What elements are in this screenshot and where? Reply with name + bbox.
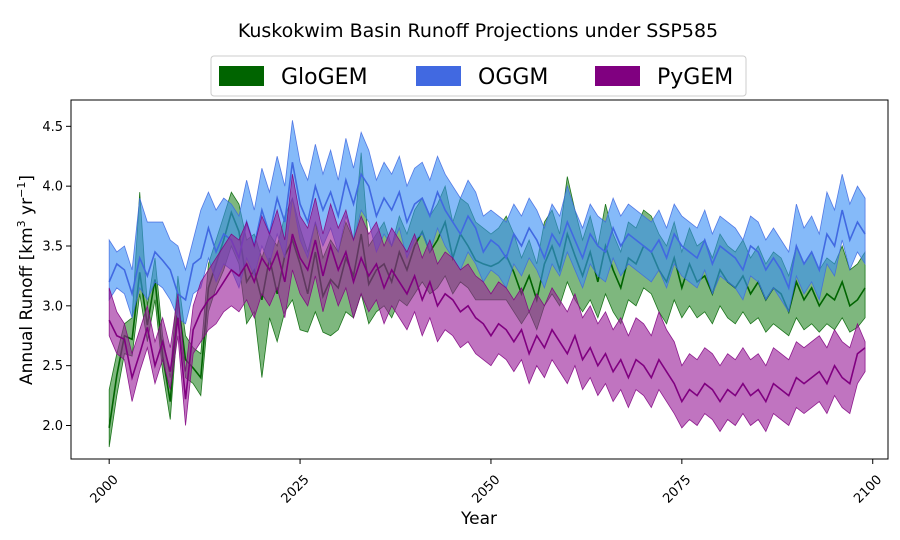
x-tick-label: 2025	[279, 473, 313, 507]
y-tick-label: 2.5	[42, 359, 63, 374]
y-tick-label: 2.0	[42, 419, 63, 434]
legend-label-oggm: OGGM	[478, 65, 548, 90]
y-tick-label: 3.0	[42, 299, 63, 314]
x-tick-label: 2050	[469, 473, 503, 507]
legend-label-pygem: PyGEM	[657, 65, 733, 90]
legend: GloGEM OGGM PyGEM	[210, 55, 747, 97]
pygem-range-band	[108, 174, 866, 433]
legend-swatch-pygem	[595, 66, 640, 86]
y-tick-label: 3.5	[42, 239, 63, 254]
x-tick-label: 2000	[88, 473, 122, 507]
y-tick-label: 4.5	[42, 120, 63, 135]
legend-label-glogem: GloGEM	[281, 65, 368, 90]
x-axis-label: Year	[460, 509, 497, 529]
y-axis-label: Annual Runoff [km3 yr−1]	[15, 175, 37, 385]
x-tick-label: 2100	[851, 473, 885, 507]
chart-title: Kuskokwim Basin Runoff Projections under…	[238, 20, 718, 42]
plot-frame	[70, 99, 889, 460]
y-tick-label: 4.0	[42, 180, 63, 195]
x-tick-label: 2075	[660, 473, 694, 507]
legend-swatch-glogem	[219, 66, 264, 86]
pygem-median-line	[108, 233, 866, 404]
legend-swatch-oggm	[416, 66, 461, 86]
oggm-range-band	[108, 120, 866, 325]
